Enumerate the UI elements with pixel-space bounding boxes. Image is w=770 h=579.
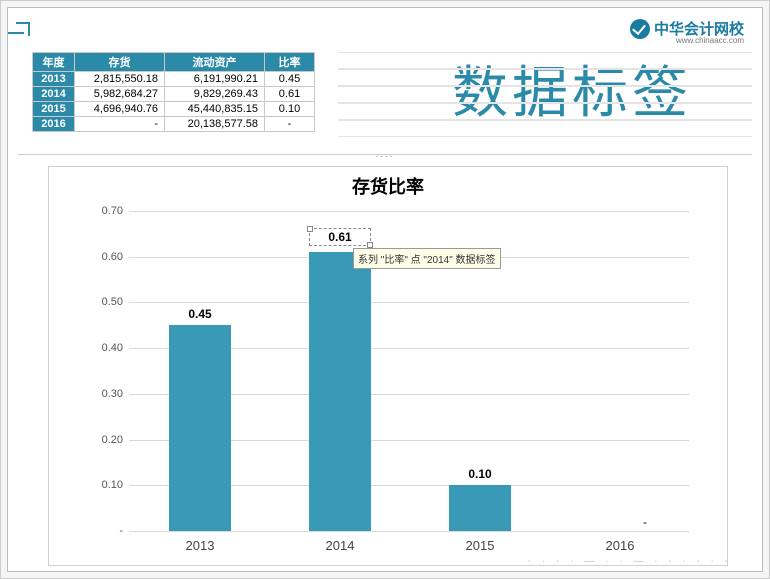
cell-cur: 20,138,577.58 xyxy=(165,117,265,132)
cell-year: 2014 xyxy=(33,87,75,102)
table-row: 20154,696,940.7645,440,835.150.10 xyxy=(33,102,315,117)
logo-icon xyxy=(630,19,650,39)
bar[interactable]: 0.10 xyxy=(449,485,511,531)
x-axis-label: 2015 xyxy=(430,538,530,553)
sheet-grid xyxy=(338,52,752,140)
cell-inv: 2,815,550.18 xyxy=(75,72,165,87)
x-axis-label: 2016 xyxy=(570,538,670,553)
y-axis-label: 0.20 xyxy=(83,434,123,446)
gridline xyxy=(129,302,689,303)
gridline xyxy=(129,211,689,212)
y-axis-label: 0.70 xyxy=(83,205,123,217)
cell-year: 2015 xyxy=(33,102,75,117)
y-axis-label: 0.10 xyxy=(83,479,123,491)
col-cur: 流动资产 xyxy=(165,53,265,72)
x-axis-label: 2013 xyxy=(150,538,250,553)
cell-ratio: 0.45 xyxy=(265,72,315,87)
data-label[interactable]: 0.10 xyxy=(449,467,511,481)
logo-url: www.chinaacc.com xyxy=(676,36,744,45)
data-table: 年度 存货 流动资产 比率 20132,815,550.186,191,990.… xyxy=(32,52,315,132)
y-axis-label: - xyxy=(83,525,123,537)
table-row: 20145,982,684.279,829,269.430.61 xyxy=(33,87,315,102)
table-row: 2016-20,138,577.58- xyxy=(33,117,315,132)
cell-cur: 9,829,269.43 xyxy=(165,87,265,102)
y-axis-label: 0.60 xyxy=(83,251,123,263)
data-label[interactable]: 0.45 xyxy=(169,307,231,321)
col-ratio: 比率 xyxy=(265,53,315,72)
data-label[interactable]: - xyxy=(643,515,647,529)
cell-ratio: 0.61 xyxy=(265,87,315,102)
tooltip: 系列 "比率" 点 "2014" 数据标签 xyxy=(353,248,501,269)
y-axis-label: 0.30 xyxy=(83,388,123,400)
bar-chart[interactable]: 存货比率 - 0.10 0.20 0.30 0.40 0.50 0.60 0.70 0.45 20… xyxy=(48,166,728,566)
cell-cur: 45,440,835.15 xyxy=(165,102,265,117)
data-label[interactable]: 0.61 xyxy=(309,228,371,246)
table-row: 20132,815,550.186,191,990.210.45 xyxy=(33,72,315,87)
decoration-top xyxy=(8,22,32,46)
cell-ratio: - xyxy=(265,117,315,132)
cell-year: 2013 xyxy=(33,72,75,87)
cell-inv: 5,982,684.27 xyxy=(75,87,165,102)
gridline xyxy=(129,531,689,532)
col-year: 年度 xyxy=(33,53,75,72)
table-header-row: 年度 存货 流动资产 比率 xyxy=(33,53,315,72)
cell-cur: 6,191,990.21 xyxy=(165,72,265,87)
pane-splitter[interactable] xyxy=(18,154,752,158)
x-axis-label: 2014 xyxy=(290,538,390,553)
cell-inv: 4,696,940.76 xyxy=(75,102,165,117)
chart-plot-area[interactable]: -0.100.200.300.400.500.600.700.4520130.6… xyxy=(129,211,689,531)
y-axis-label: 0.40 xyxy=(83,342,123,354)
bar[interactable]: 0.45 xyxy=(169,325,231,531)
cell-inv: - xyxy=(75,117,165,132)
cell-year: 2016 xyxy=(33,117,75,132)
y-axis-label: 0.50 xyxy=(83,296,123,308)
slide: 中华会计网校 www.chinaacc.com 数据标签 年度 存货 流动资产 … xyxy=(7,7,763,572)
bar[interactable]: 0.61 xyxy=(309,252,371,531)
decoration-bottom: - · - · — · · — · - · - · - xyxy=(528,556,732,567)
col-inv: 存货 xyxy=(75,53,165,72)
chart-title: 存货比率 xyxy=(49,167,727,203)
cell-ratio: 0.10 xyxy=(265,102,315,117)
